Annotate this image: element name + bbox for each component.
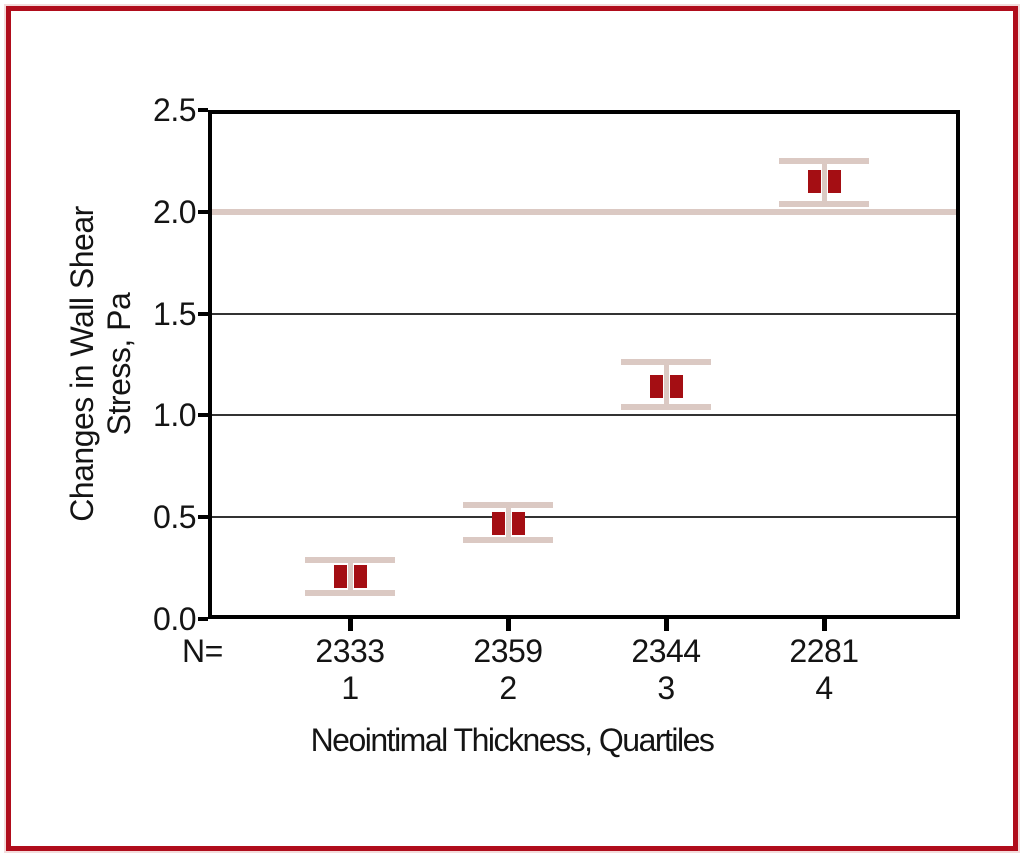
x-axis-tick bbox=[663, 619, 669, 631]
error-bar-cap-bottom bbox=[305, 589, 395, 596]
y-axis-tick bbox=[198, 413, 208, 418]
y-tick-label: 1.0 bbox=[153, 397, 196, 434]
data-marker bbox=[649, 375, 683, 399]
y-tick-label: 1.5 bbox=[153, 295, 196, 332]
data-marker-part bbox=[511, 511, 525, 535]
y-tick-label: 0.0 bbox=[153, 601, 196, 637]
data-marker-part bbox=[807, 169, 821, 193]
error-bar-cap-top bbox=[621, 359, 711, 366]
x-tick-label: 3 bbox=[657, 670, 675, 706]
y-axis-tick bbox=[198, 515, 208, 520]
gridline bbox=[212, 414, 956, 417]
error-bar-cap-top bbox=[779, 157, 869, 164]
y-axis-title-line2: Stress, Pa bbox=[101, 292, 137, 436]
data-marker-part bbox=[491, 511, 505, 535]
data-marker-part bbox=[826, 169, 828, 193]
data-marker-part bbox=[347, 564, 353, 588]
n-value-label: 2333 bbox=[315, 633, 385, 669]
y-axis-title-line1: Changes in Wall Shear bbox=[64, 206, 100, 522]
x-axis-tick bbox=[821, 619, 827, 631]
figure-border bbox=[6, 6, 1018, 851]
plot-inner bbox=[212, 114, 956, 615]
data-marker-part bbox=[649, 375, 663, 399]
data-marker-part bbox=[663, 375, 669, 399]
y-axis-tick bbox=[198, 617, 208, 621]
data-marker-part bbox=[504, 511, 506, 535]
x-tick-label: 2 bbox=[499, 670, 517, 706]
y-tick-label: 0.5 bbox=[153, 499, 196, 536]
x-axis-title: Neointimal Thickness, Quartiles bbox=[310, 722, 715, 758]
x-axis-tick bbox=[505, 619, 511, 631]
y-axis-tick bbox=[198, 311, 208, 316]
data-marker-part bbox=[668, 375, 670, 399]
x-axis-tick bbox=[347, 619, 353, 631]
error-bar-cap-bottom bbox=[621, 404, 711, 411]
x-tick-label: 1 bbox=[341, 670, 359, 706]
gridline bbox=[212, 516, 956, 519]
error-bar-cap-bottom bbox=[463, 536, 553, 543]
reference-line bbox=[212, 208, 956, 215]
data-marker-part bbox=[662, 375, 664, 399]
data-marker-part bbox=[505, 511, 511, 535]
y-axis-tick bbox=[198, 209, 208, 214]
data-marker-part bbox=[352, 564, 354, 588]
data-marker-part bbox=[827, 169, 841, 193]
error-bar-cap-bottom bbox=[779, 200, 869, 207]
data-marker bbox=[333, 564, 367, 588]
error-bar-cap-top bbox=[463, 501, 553, 508]
error-bar-cap-top bbox=[305, 556, 395, 563]
y-tick-label: 2.0 bbox=[153, 193, 196, 230]
data-marker-part bbox=[346, 564, 348, 588]
data-marker-part bbox=[333, 564, 347, 588]
y-axis-title: Changes in Wall Shear Stress, Pa bbox=[64, 206, 138, 522]
n-value-label: 2281 bbox=[789, 633, 859, 669]
data-marker bbox=[491, 511, 525, 535]
data-marker-part bbox=[353, 564, 367, 588]
data-marker-part bbox=[821, 169, 827, 193]
y-tick-label: 2.5 bbox=[153, 92, 196, 128]
n-value-label: 2359 bbox=[473, 633, 543, 669]
data-marker-part bbox=[669, 375, 683, 399]
plot-area bbox=[208, 110, 960, 619]
y-axis-tick bbox=[198, 108, 208, 112]
x-tick-label: 4 bbox=[815, 670, 833, 706]
gridline bbox=[212, 312, 956, 315]
n-value-label: 2344 bbox=[631, 633, 701, 669]
data-marker-part bbox=[820, 169, 822, 193]
data-marker-part bbox=[510, 511, 512, 535]
data-marker bbox=[807, 169, 841, 193]
n-equals-label: N= bbox=[182, 633, 223, 669]
